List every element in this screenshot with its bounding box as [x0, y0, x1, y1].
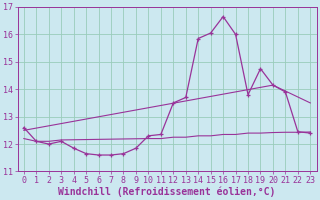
X-axis label: Windchill (Refroidissement éolien,°C): Windchill (Refroidissement éolien,°C)	[58, 186, 276, 197]
